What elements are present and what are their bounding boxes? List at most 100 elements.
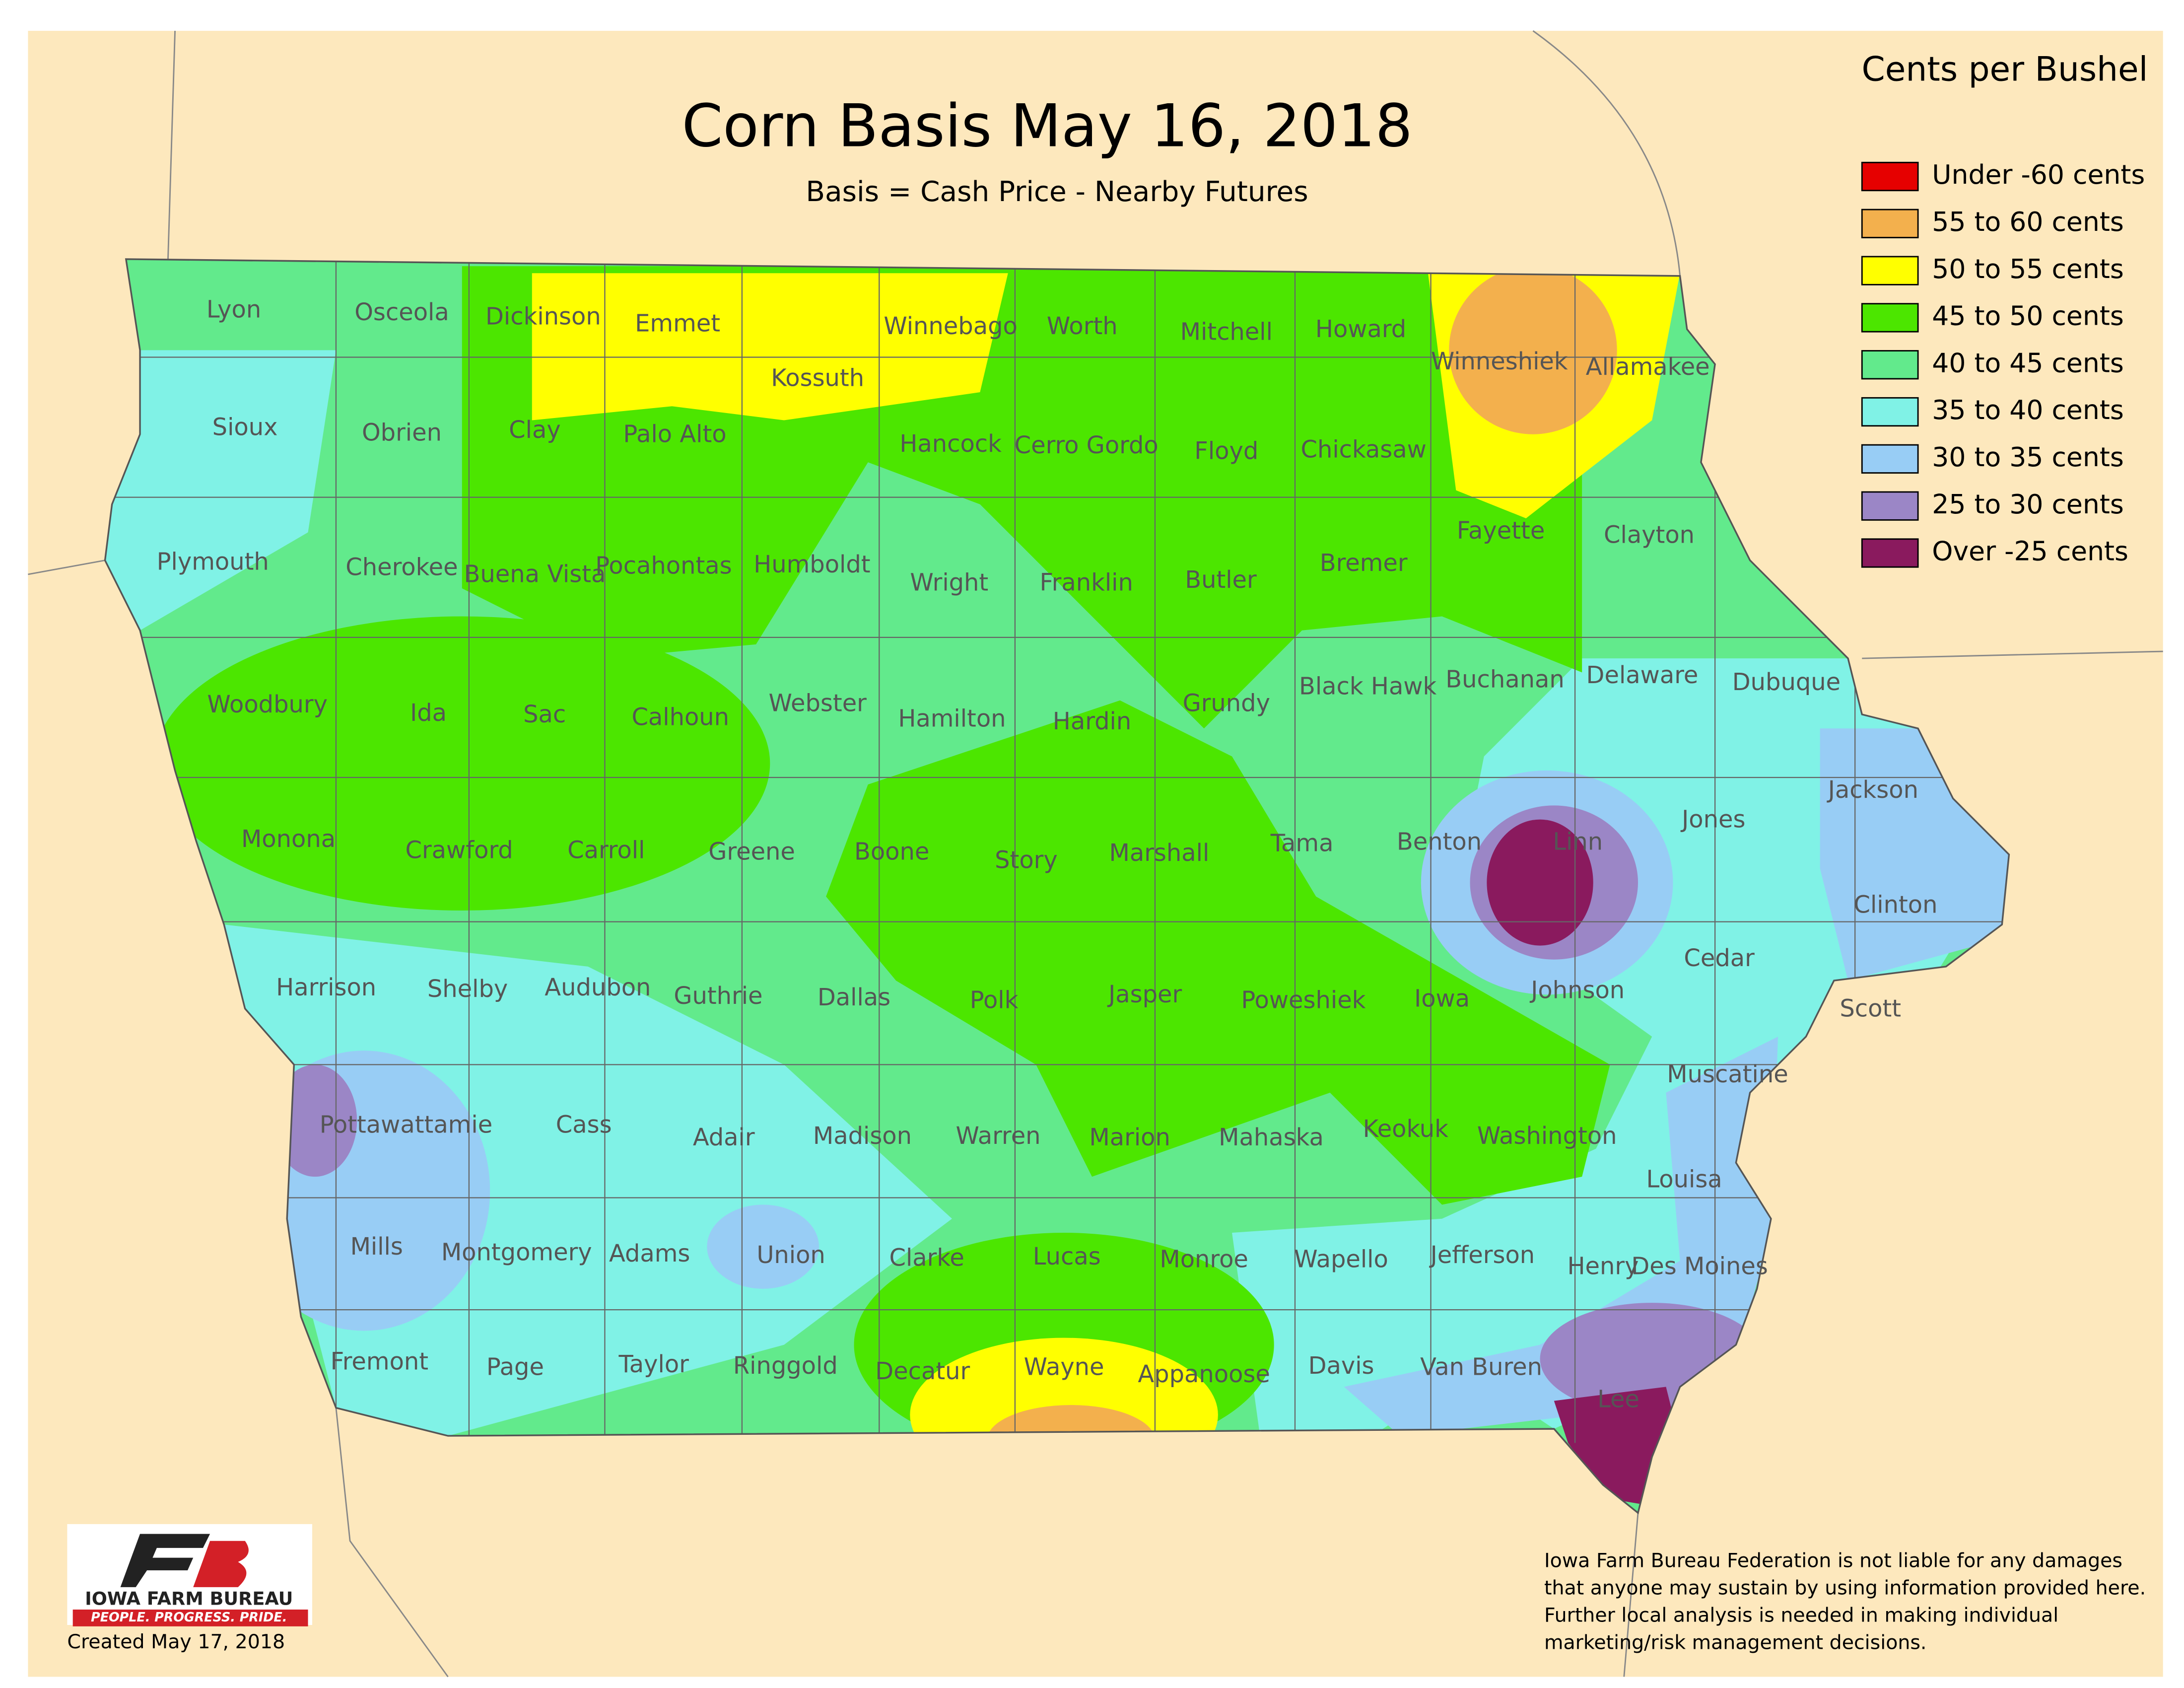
logo-mark — [120, 1534, 210, 1587]
county-label: Emmet — [635, 310, 720, 338]
county-label: Osceola — [354, 298, 449, 326]
county-label: Dallas — [818, 984, 890, 1011]
county-label: Dubuque — [1732, 668, 1841, 696]
county-label: Calhoun — [631, 703, 729, 731]
county-label: Shelby — [427, 975, 508, 1003]
logo-mark — [193, 1541, 249, 1587]
county-label: Crawford — [406, 837, 513, 864]
neighbor-borders — [28, 30, 2163, 1678]
county-label: Black Hawk — [1299, 672, 1437, 700]
legend-label: 40 to 45 cents — [1932, 347, 2123, 378]
legend-label: Over -25 cents — [1932, 536, 2128, 567]
county-label: Montgomery — [441, 1238, 592, 1266]
county-label: Pottawattamie — [320, 1111, 492, 1139]
created-date: Created May 17, 2018 — [67, 1630, 285, 1653]
county-label: Allamakee — [1586, 353, 1710, 381]
legend-title: Cents per Bushel — [1862, 49, 2148, 88]
county-label: Clarke — [889, 1244, 964, 1272]
county-label: Sac — [523, 701, 566, 728]
legend-label: 50 to 55 cents — [1932, 253, 2123, 284]
county-label: Keokuk — [1363, 1115, 1449, 1143]
disclaimer: Iowa Farm Bureau Federation is not liabl… — [1544, 1549, 2146, 1654]
county-label: Lucas — [1033, 1243, 1101, 1270]
county-label: Page — [486, 1353, 544, 1381]
county-label: Linn — [1553, 828, 1603, 856]
county-label: Jasper — [1107, 981, 1182, 1008]
county-label: Lyon — [206, 295, 261, 323]
county-label: Mills — [350, 1233, 403, 1261]
county-label: Obrien — [362, 419, 442, 447]
county-label: Lee — [1597, 1386, 1639, 1413]
county-label: Sioux — [212, 413, 278, 441]
county-label: Franklin — [1040, 569, 1133, 597]
county-label: Cedar — [1684, 944, 1755, 972]
county-label: Worth — [1047, 312, 1118, 340]
county-label: Clay — [509, 416, 561, 444]
legend-swatch — [1861, 491, 1919, 521]
county-label: Clinton — [1853, 891, 1937, 919]
county-label: Fayette — [1457, 517, 1545, 545]
county-label: Clayton — [1604, 521, 1695, 549]
county-label: Washington — [1477, 1122, 1617, 1150]
county-label: Harrison — [276, 974, 376, 1001]
county-label: Scott — [1840, 994, 1901, 1022]
county-label: Webster — [768, 689, 867, 717]
county-label: Des Moines — [1631, 1253, 1768, 1280]
county-label: Story — [995, 846, 1058, 874]
county-label: Butler — [1185, 566, 1257, 594]
county-label: Ringgold — [733, 1352, 838, 1380]
county-label: Mahaska — [1219, 1124, 1324, 1151]
disclaimer-line: Iowa Farm Bureau Federation is not liabl… — [1544, 1549, 2122, 1572]
county-label: Guthrie — [674, 982, 762, 1010]
county-label: Palo Alto — [623, 421, 726, 448]
county-label: Kossuth — [771, 364, 864, 392]
county-label: Hamilton — [898, 704, 1006, 732]
title: Corn Basis May 16, 2018 — [682, 92, 1413, 160]
county-label: Adair — [693, 1124, 755, 1151]
county-label: Humboldt — [753, 551, 870, 578]
county-label: Union — [756, 1241, 825, 1269]
legend-swatch — [1861, 303, 1919, 333]
county-label: Louisa — [1646, 1166, 1722, 1194]
county-label: Polk — [970, 986, 1019, 1014]
legend-swatch — [1861, 256, 1919, 285]
county-label: Van Buren — [1420, 1353, 1542, 1381]
county-label: Marshall — [1109, 839, 1209, 867]
county-label: Pocahontas — [595, 552, 732, 580]
disclaimer-line: Further local analysis is needed in maki… — [1544, 1604, 2058, 1627]
county-label: Wright — [910, 569, 988, 597]
county-label: Howard — [1315, 315, 1406, 343]
county-label: Plymouth — [157, 548, 269, 575]
county-label: Chickasaw — [1301, 436, 1427, 464]
legend-label: 35 to 40 cents — [1932, 394, 2123, 425]
county-label: Johnson — [1529, 977, 1625, 1004]
county-label: Cass — [556, 1111, 612, 1139]
legend-label: 55 to 60 cents — [1932, 206, 2123, 237]
legend-label: 45 to 50 cents — [1932, 300, 2123, 332]
subtitle: Basis = Cash Price - Nearby Futures — [806, 176, 1308, 208]
county-label: Davis — [1308, 1352, 1374, 1380]
county-label: Wayne — [1024, 1353, 1104, 1381]
legend-swatch — [1861, 350, 1919, 380]
county-label: Taylor — [618, 1350, 689, 1378]
logo-band — [72, 1609, 308, 1626]
disclaimer-line: marketing/risk management decisions. — [1544, 1631, 1926, 1654]
legend-label: Under -60 cents — [1932, 159, 2145, 190]
county-label: Appanoose — [1138, 1360, 1270, 1388]
county-label: Benton — [1397, 828, 1482, 856]
county-label: Adams — [609, 1240, 690, 1267]
county-labels: Lyon Osceola Dickinson Emmet Winnebago Worth M… — [157, 295, 1938, 1413]
county-label: Jefferson — [1429, 1241, 1535, 1269]
county-label: Monona — [241, 825, 336, 853]
county-label: Warren — [956, 1122, 1040, 1150]
county-label: Audubon — [545, 974, 651, 1001]
county-label: Wapello — [1294, 1245, 1388, 1273]
disclaimer-line: that anyone may sustain by using informa… — [1544, 1577, 2146, 1600]
county-label: Henry — [1568, 1253, 1639, 1280]
logo-name: IOWA FARM BUREAU — [85, 1588, 293, 1610]
county-label: Jackson — [1827, 776, 1918, 804]
county-label: Mitchell — [1180, 318, 1273, 346]
county-label: Bremer — [1320, 549, 1408, 577]
county-label: Hardin — [1053, 707, 1131, 735]
